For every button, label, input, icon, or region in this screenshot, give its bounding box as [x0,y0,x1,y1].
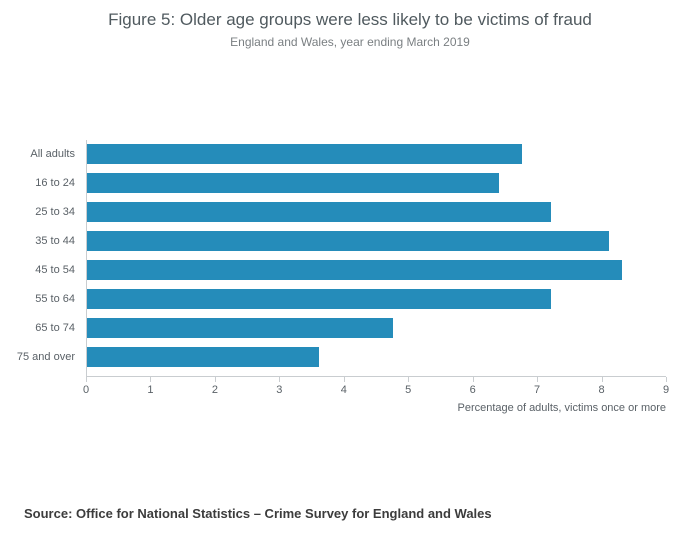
x-axis-tick: 8 [582,384,622,396]
x-axis-tick: 7 [517,384,557,396]
chart-source: Source: Office for National Statistics –… [24,506,492,521]
y-axis-label: 25 to 34 [0,202,75,222]
y-axis-label: 55 to 64 [0,289,75,309]
y-axis-label: 16 to 24 [0,173,75,193]
bar [87,173,499,193]
x-axis-tick: 6 [453,384,493,396]
x-axis-tick: 3 [259,384,299,396]
y-axis-label: 65 to 74 [0,318,75,338]
x-axis-tick: 4 [324,384,364,396]
x-axis-tick: 0 [66,384,106,396]
bar [87,289,551,309]
bar [87,318,393,338]
x-axis-tick: 2 [195,384,235,396]
y-axis-label: 45 to 54 [0,260,75,280]
bar [87,144,522,164]
chart-area: All adults 16 to 24 25 to 34 35 to 44 45 to … [0,10,700,559]
x-axis-tick: 9 [646,384,686,396]
x-axis-tick: 1 [130,384,170,396]
bar [87,202,551,222]
y-axis-label: All adults [0,144,75,164]
x-axis-tick: 5 [388,384,428,396]
x-axis-label: Percentage of adults, victims once or mo… [86,402,666,414]
y-axis-label: 35 to 44 [0,231,75,251]
bar [87,260,622,280]
y-axis-label: 75 and over [0,347,75,367]
bar [87,231,609,251]
bar [87,347,319,367]
